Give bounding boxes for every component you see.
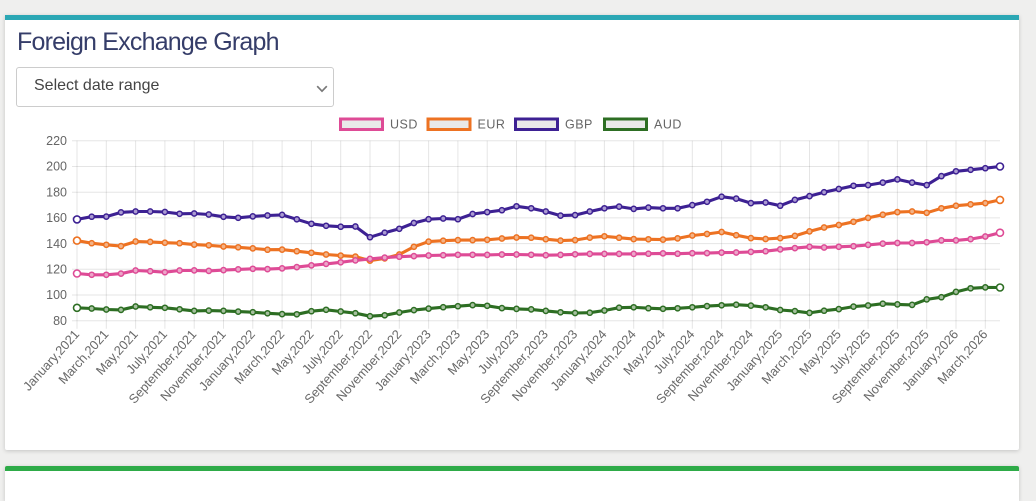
svg-text:EUR: EUR [478, 118, 506, 132]
svg-text:180: 180 [46, 185, 67, 199]
svg-text:120: 120 [46, 263, 67, 277]
svg-text:220: 220 [46, 134, 67, 148]
svg-text:140: 140 [46, 237, 67, 251]
svg-text:GBP: GBP [565, 118, 593, 132]
svg-text:200: 200 [46, 160, 67, 174]
svg-text:USD: USD [390, 118, 418, 132]
svg-text:100: 100 [46, 288, 67, 302]
svg-text:160: 160 [46, 211, 67, 225]
svg-text:80: 80 [53, 314, 67, 328]
svg-text:AUD: AUD [654, 118, 682, 132]
